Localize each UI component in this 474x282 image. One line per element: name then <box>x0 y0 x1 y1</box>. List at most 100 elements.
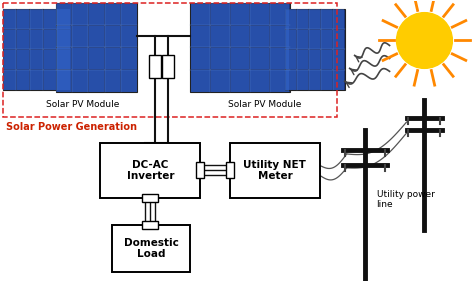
Bar <box>89 26 104 47</box>
Bar <box>250 3 269 25</box>
Bar <box>105 3 120 25</box>
Bar <box>191 48 210 69</box>
Bar <box>73 48 88 69</box>
Bar <box>321 70 332 90</box>
Bar <box>210 70 229 92</box>
Bar <box>250 48 269 69</box>
Bar <box>285 30 296 49</box>
Bar <box>17 9 29 28</box>
Bar <box>250 70 269 92</box>
Bar <box>297 50 308 69</box>
Bar <box>105 70 120 92</box>
Bar <box>230 143 320 198</box>
Bar <box>333 50 344 69</box>
Bar <box>310 70 320 90</box>
Text: Domestic
Load: Domestic Load <box>124 238 179 259</box>
Bar <box>3 9 71 90</box>
Text: Utility power
line: Utility power line <box>376 190 435 210</box>
Bar <box>3 30 16 49</box>
Bar <box>56 70 72 92</box>
Bar <box>270 3 289 25</box>
Bar <box>285 9 345 90</box>
Bar <box>321 50 332 69</box>
Bar <box>191 3 210 25</box>
Bar <box>321 30 332 49</box>
Bar <box>89 48 104 69</box>
Bar <box>230 26 249 47</box>
Bar <box>142 221 158 229</box>
Bar <box>44 9 56 28</box>
Bar <box>17 50 29 69</box>
Bar <box>210 48 229 69</box>
Text: DC-AC
Inverter: DC-AC Inverter <box>127 160 174 181</box>
Bar <box>210 26 229 47</box>
Bar <box>230 70 249 92</box>
Bar <box>310 50 320 69</box>
Bar <box>285 50 296 69</box>
Bar <box>230 3 249 25</box>
Bar <box>73 26 88 47</box>
Bar <box>100 143 200 198</box>
Bar <box>310 30 320 49</box>
Bar <box>226 162 234 178</box>
Bar <box>333 70 344 90</box>
Bar <box>121 3 137 25</box>
Bar <box>121 70 137 92</box>
Text: Solar PV Module: Solar PV Module <box>228 100 301 109</box>
Bar <box>3 9 16 28</box>
Bar <box>57 50 70 69</box>
Bar <box>56 48 72 69</box>
Bar <box>57 30 70 49</box>
Bar <box>57 70 70 90</box>
Bar <box>3 50 16 69</box>
Bar <box>44 70 56 90</box>
Bar <box>196 162 204 178</box>
Bar <box>191 70 210 92</box>
Bar <box>297 70 308 90</box>
Bar <box>230 48 249 69</box>
Bar <box>30 50 43 69</box>
Bar <box>270 26 289 47</box>
Bar <box>44 50 56 69</box>
Bar <box>321 9 332 28</box>
Bar <box>105 26 120 47</box>
Bar <box>73 70 88 92</box>
Bar <box>270 48 289 69</box>
Bar <box>310 9 320 28</box>
Bar <box>3 3 337 117</box>
Bar <box>190 3 290 92</box>
Bar <box>333 9 344 28</box>
Bar <box>285 9 296 28</box>
Bar <box>112 224 190 272</box>
Text: Solar PV Module: Solar PV Module <box>46 100 119 109</box>
Bar <box>297 30 308 49</box>
Bar <box>191 26 210 47</box>
Bar <box>30 30 43 49</box>
Bar <box>3 70 16 90</box>
Bar <box>162 56 174 78</box>
Bar <box>17 30 29 49</box>
Text: Solar Power Generation: Solar Power Generation <box>6 122 137 132</box>
Bar <box>56 26 72 47</box>
Bar <box>285 70 296 90</box>
Bar <box>210 3 229 25</box>
Text: Utility NET
Meter: Utility NET Meter <box>244 160 306 181</box>
Bar <box>333 30 344 49</box>
Bar <box>55 3 137 92</box>
Bar <box>297 9 308 28</box>
Bar <box>105 48 120 69</box>
Bar <box>121 48 137 69</box>
Bar <box>89 3 104 25</box>
Bar <box>142 194 158 202</box>
Bar <box>270 70 289 92</box>
Bar <box>30 9 43 28</box>
Bar <box>30 70 43 90</box>
Bar <box>57 9 70 28</box>
Bar <box>250 26 269 47</box>
Bar <box>89 70 104 92</box>
Circle shape <box>397 13 452 68</box>
Bar <box>73 3 88 25</box>
Bar <box>17 70 29 90</box>
Bar <box>56 3 72 25</box>
Bar <box>121 26 137 47</box>
